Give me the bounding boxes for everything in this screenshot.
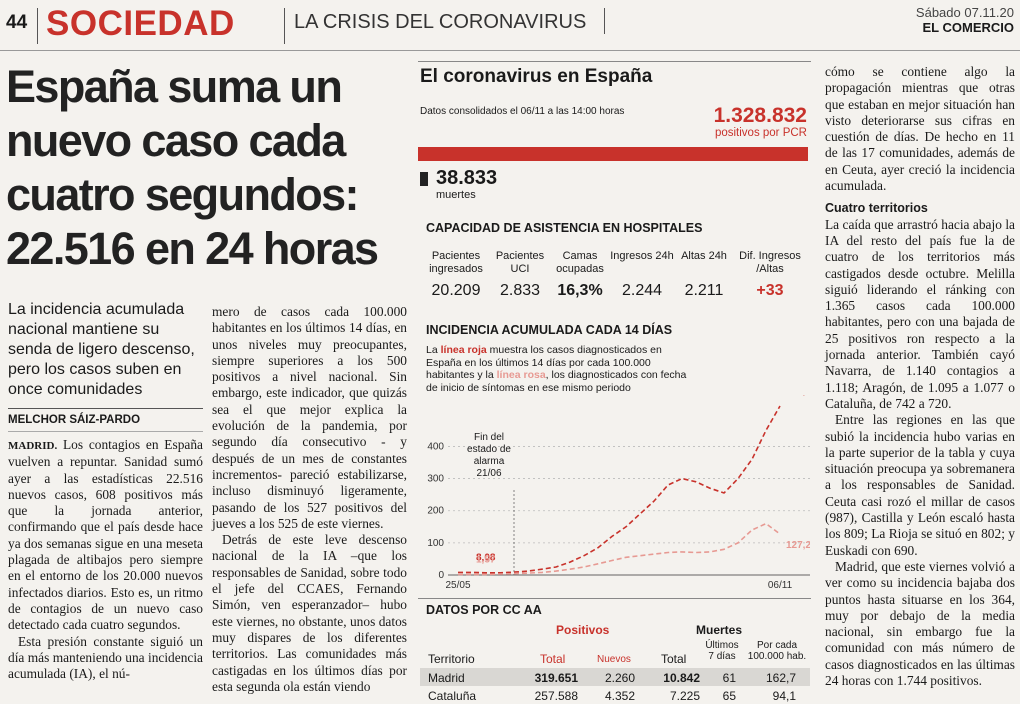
table-cell: 10.842	[663, 671, 700, 685]
text: muestra los casos diagnosticados en Espa…	[426, 344, 662, 381]
stat-label: Pacientes UCI	[495, 250, 545, 275]
x-tick-label: 25/05	[445, 580, 470, 591]
paragraph: Madrid, que este viernes volvió a ver co…	[825, 558, 1015, 688]
column-header: Por cada 100.000 hab.	[747, 640, 807, 662]
series-line	[458, 405, 781, 574]
paragraph: Entre las regiones en las que subió la i…	[825, 412, 1015, 558]
dateline: MADRID.	[8, 440, 58, 452]
stat-label: Pacientes ingresados	[429, 250, 483, 275]
row-highlight	[420, 668, 810, 686]
headline: España suma un nuevo caso cada cuatro se…	[6, 60, 379, 276]
incidence-chart: 0 100 200 300 400 25/05 06/11 8,08 525,7 1,57 127,…	[427, 395, 810, 591]
positives-bar	[418, 147, 808, 161]
table-cell: 319.651	[534, 671, 578, 685]
stat-value: 2.211	[684, 282, 724, 299]
table-cell: 7.225	[669, 689, 700, 703]
y-tick-label: 300	[427, 474, 444, 485]
stat-label: Altas 24h	[681, 250, 727, 262]
paragraph: Detrás de este leve descenso nacional de…	[212, 532, 407, 694]
table-cell: 2.260	[604, 671, 635, 685]
hospital-stat: Ingresos 24h 2.244	[610, 250, 674, 300]
group-header: Positivos	[556, 623, 610, 637]
series-line	[457, 522, 781, 576]
hospital-stat: Camas ocupadas 16,3%	[548, 250, 612, 300]
topic: LA CRISIS DEL CORONAVIRUS	[294, 11, 587, 33]
positives-total: 1.328.832	[713, 104, 807, 127]
table-cell: 65	[722, 689, 736, 703]
text: La	[426, 344, 441, 356]
incidence-title: INCIDENCIA ACUMULADA CADA 14 DÍAS	[426, 323, 673, 337]
paragraph: La caída que arrastró hacia abajo la IA …	[825, 216, 1015, 411]
incidence-text: La línea roja muestra los casos diagnost…	[426, 344, 688, 394]
column-1: MADRID. Los contagios en España vuelven …	[8, 437, 203, 682]
paragraph: MADRID. Los contagios en España vuelven …	[8, 437, 203, 634]
table-cell: 4.352	[604, 689, 635, 703]
stat-label: Dif. Ingresos /Altas	[739, 250, 801, 275]
deaths-label: muertes	[436, 189, 476, 201]
legend-red: línea roja	[440, 344, 487, 356]
subhead: La incidencia acumulada nacional mantien…	[8, 301, 195, 398]
x-tick-label: 06/11	[768, 580, 793, 591]
newspaper: EL COMERCIO	[922, 20, 1015, 35]
y-tick-label: 200	[427, 506, 444, 517]
stat-value: 20.209	[431, 282, 481, 299]
page-number: 44	[6, 12, 28, 33]
column-header: Nuevos	[597, 654, 631, 665]
hospital-stat: Pacientes UCI 2.833	[488, 250, 552, 300]
column-header: Total	[540, 652, 566, 666]
y-tick-label: 400	[427, 441, 444, 452]
row-label: Madrid	[428, 671, 465, 685]
paragraph: Esta presión constante siguió un día más…	[8, 633, 203, 682]
y-tick-label: 0	[438, 570, 444, 581]
date: Sábado 07.11.20	[915, 5, 1014, 20]
headline-line: nuevo caso cada	[6, 115, 346, 166]
stat-value: +33	[756, 282, 784, 299]
stat-value: 2.833	[499, 282, 541, 299]
text: , los diagnosticados con fecha de inicio…	[426, 369, 687, 394]
table-cell: 162,7	[765, 671, 796, 685]
paragraph: mero de casos cada 100.000 habitantes en…	[212, 304, 407, 531]
stat-value: 16,3%	[557, 282, 603, 299]
hospital-stat: Dif. Ingresos /Altas +33	[734, 250, 806, 300]
hospital-stat: Pacientes ingresados 20.209	[424, 250, 488, 300]
legend-pink: línea rosa	[496, 369, 546, 381]
paragraph-text: Los contagios en España vuelven a repunt…	[8, 437, 203, 633]
chart-annotation: Fin del estado de alarma 21/06	[467, 432, 511, 479]
stat-value: 2.244	[621, 282, 663, 299]
column-2: mero de casos cada 100.000 habitantes en…	[212, 304, 407, 695]
stat-label: Ingresos 24h	[610, 250, 674, 262]
column-header: Total	[661, 652, 687, 666]
positives-label: positivos por PCR	[714, 127, 807, 139]
stat-label: Camas ocupadas	[556, 250, 604, 275]
paragraph: cómo se contiene algo la propagación mie…	[825, 64, 1015, 194]
column-header: Territorio	[428, 652, 475, 666]
table-cell: 257.588	[534, 689, 578, 703]
infographic-title: El coronavirus en España	[420, 66, 653, 87]
table-cell: 61	[722, 671, 736, 685]
value-label: 8,08	[476, 552, 496, 563]
infographic-note: Datos consolidados el 06/11 a las 14:00 …	[420, 106, 625, 117]
group-header: Muertes	[696, 623, 743, 637]
column-header: Últimos 7 días	[705, 640, 739, 662]
headline-line: 22.516 en 24 horas	[6, 223, 379, 274]
section-title: SOCIEDAD	[46, 4, 235, 43]
hospital-stat: Altas 24h 2.211	[672, 250, 736, 300]
row-label: Cataluña	[428, 689, 477, 703]
headline-line: cuatro segundos:	[6, 169, 360, 220]
headline-line: España suma un	[6, 61, 343, 112]
table-title: DATOS POR CC AA	[426, 603, 542, 617]
deaths-total: 38.833	[436, 167, 498, 189]
y-tick-label: 100	[427, 538, 444, 549]
byline: MELCHOR SÁIZ-PARDO	[8, 414, 141, 426]
hospitals-title: CAPACIDAD DE ASISTENCIA EN HOSPITALES	[426, 221, 703, 235]
table-cell: 94,1	[772, 689, 796, 703]
intertitle: Cuatro territorios	[825, 201, 928, 216]
value-label: 525,7	[786, 395, 810, 397]
value-label: 127,2	[786, 540, 810, 551]
deaths-bar	[420, 172, 428, 186]
column-4: cómo se contiene algo la propagación mie…	[825, 64, 1015, 689]
value-label: 1,57	[476, 554, 496, 565]
